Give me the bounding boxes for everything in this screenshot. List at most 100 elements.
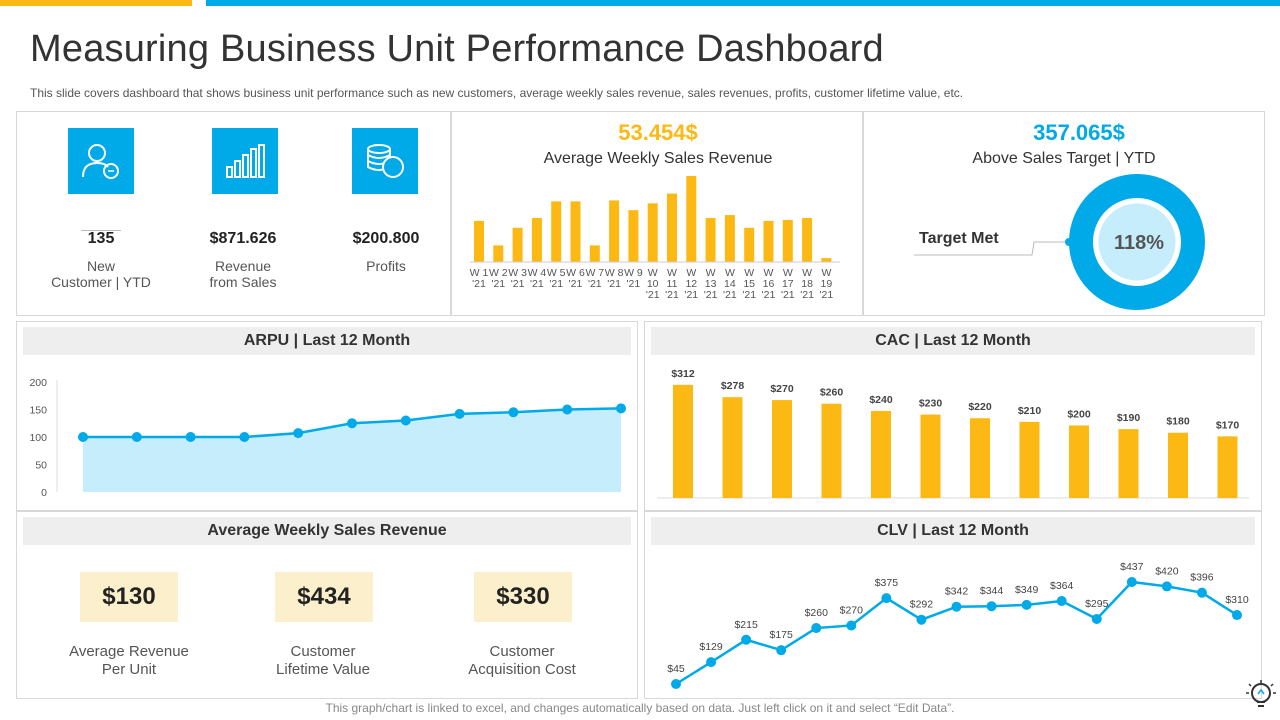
arpu-point — [131, 432, 142, 442]
weekly-tick-label: W 7 — [585, 267, 604, 279]
weekly-tick-label: 14 — [724, 278, 736, 290]
clv-data-label: $396 — [1190, 572, 1214, 584]
lightbulb-icon — [1246, 680, 1276, 707]
weekly-tick-label: '21 — [530, 278, 544, 290]
kpi-profits-value: $200.800 — [352, 230, 420, 247]
weekly-tick-label: '21 — [742, 289, 756, 301]
weekly-revenue-panel: 53.454$ Average Weekly Sales Revenue W 1… — [451, 111, 863, 316]
target-percent-label: 118% — [1114, 232, 1164, 254]
arpu-point — [78, 432, 88, 442]
weekly-revenue-label: Average Weekly Sales Revenue — [543, 150, 773, 167]
weekly-bar — [551, 201, 562, 262]
clv-point — [951, 601, 962, 612]
stat-label-line: Customer — [489, 643, 555, 660]
page-title: Measuring Business Unit Performance Dash… — [30, 28, 884, 70]
clv-panel: CLV | Last 12 Month $45 $129 $215 $175 $260 $… — [644, 511, 1262, 699]
cac-bar — [970, 418, 990, 498]
weekly-tick-label: '21 — [704, 289, 718, 301]
weekly-tick-label: W 4 — [528, 267, 547, 279]
clv-data-label: $349 — [1015, 584, 1039, 596]
clv-data-label: $342 — [945, 586, 969, 598]
weekly-tick-label: '21 — [723, 289, 737, 301]
weekly-tick-label: W — [783, 267, 793, 279]
arpu-y-tick: 0 — [41, 487, 47, 499]
weekly-tick-label: 12 — [685, 278, 697, 290]
clv-point — [1232, 610, 1242, 621]
stat-label-line: Acquisition Cost — [468, 661, 576, 678]
weekly-bar — [474, 220, 484, 262]
weekly-tick-label: '21 — [627, 278, 641, 290]
cac-data-label: $240 — [869, 394, 893, 406]
target-connector-line — [914, 241, 1069, 256]
weekly-bar — [705, 218, 716, 262]
kpi-revenue-label: Revenue from Sales — [173, 258, 313, 290]
weekly-tick-label: 16 — [763, 278, 775, 290]
clv-point — [741, 634, 752, 645]
arpu-stat-value: $130 — [80, 572, 178, 622]
kpi-label-line: New — [86, 258, 115, 274]
arpu-point — [562, 404, 573, 415]
weekly-tick-label: 11 — [667, 278, 678, 290]
cac-bar — [722, 397, 743, 498]
cac-bar — [871, 410, 891, 498]
cac-data-label: $270 — [770, 383, 794, 395]
clv-data-label: $270 — [840, 604, 864, 616]
cac-bar — [821, 403, 842, 498]
weekly-bar — [782, 219, 793, 262]
arpu-point — [508, 407, 519, 418]
weekly-tick-label: '21 — [820, 289, 834, 301]
clv-point — [1196, 587, 1207, 598]
weekly-tick-label: W 2 — [489, 267, 508, 279]
weekly-tick-label: '21 — [684, 289, 698, 301]
cac-data-label: $278 — [721, 380, 745, 392]
arpu-point — [454, 408, 465, 419]
cac-bar — [1168, 432, 1188, 498]
weekly-tick-label: W — [802, 267, 812, 279]
arpu-point — [239, 432, 250, 442]
clv-line-chart: $45 $129 $215 $175 $260 $270 $375 $292 $342 $344 $… — [667, 561, 1249, 689]
weekly-tick-label: W — [667, 267, 677, 279]
clv-point — [1161, 581, 1172, 592]
weekly-bar — [686, 175, 697, 262]
accent-bar-blue — [206, 0, 1280, 6]
clv-point — [776, 645, 787, 656]
weekly-revenue-value: 53.454$ — [618, 120, 698, 145]
clv-point — [986, 601, 997, 612]
cac-bar — [1217, 436, 1238, 498]
cac-bar — [920, 414, 941, 498]
arpu-point — [347, 418, 357, 429]
arpu-y-tick: 50 — [35, 460, 47, 472]
clv-data-label: $420 — [1155, 565, 1179, 577]
arpu-point — [293, 428, 304, 439]
cac-stat-label: Customer Acquisition Cost — [442, 643, 602, 679]
clv-point — [1091, 613, 1102, 624]
weekly-tick-label: '21 — [549, 278, 563, 290]
weekly-tick-label: '21 — [781, 289, 795, 301]
weekly-tick-label: W — [725, 267, 735, 279]
arpu-y-tick: 100 — [29, 432, 47, 444]
clv-point — [1021, 599, 1032, 610]
arpu-point — [616, 403, 626, 414]
cac-bar — [772, 400, 792, 498]
weekly-tick-label: 19 — [821, 278, 833, 290]
weekly-tick-label: 18 — [801, 278, 813, 290]
sales-target-label: Above Sales Target | YTD — [972, 150, 1156, 167]
weekly-tick-label: '21 — [569, 278, 583, 290]
footer-note: This graph/chart is linked to excel, and… — [325, 701, 955, 715]
cac-title: CAC | Last 12 Month — [651, 327, 1255, 355]
clv-stat-value: $434 — [275, 572, 373, 622]
cac-data-label: $200 — [1067, 408, 1091, 420]
clv-data-label: $175 — [770, 629, 794, 641]
weekly-tick-label: W 5 — [547, 267, 566, 279]
arpu-point — [185, 432, 196, 442]
arpu-title: ARPU | Last 12 Month — [23, 327, 631, 355]
clv-data-label: $364 — [1050, 580, 1074, 592]
sales-target-value: 357.065$ — [1033, 120, 1125, 145]
weekly-tick-label: W — [686, 267, 696, 279]
kpi-label-line: Profits — [366, 258, 406, 274]
avg-weekly-panel: Average Weekly Sales Revenue $130 Averag… — [16, 511, 638, 699]
weekly-bar — [493, 245, 504, 262]
stat-label-line: Per Unit — [101, 661, 157, 678]
weekly-tick-label: W 3 — [508, 267, 527, 279]
target-donut-ring — [1069, 174, 1205, 310]
